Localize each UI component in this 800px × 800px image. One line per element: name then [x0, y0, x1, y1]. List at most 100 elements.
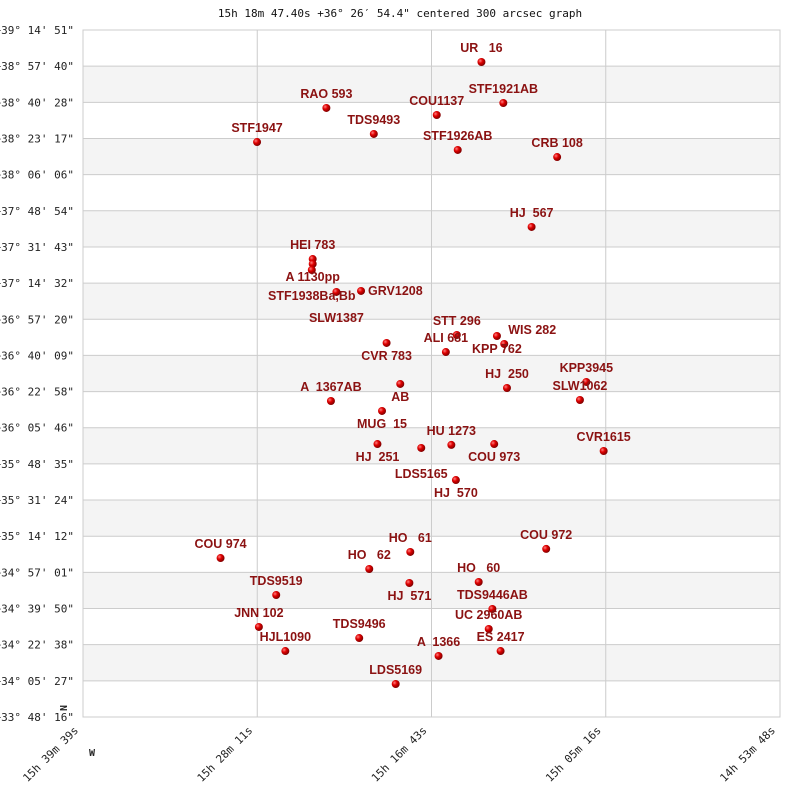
star-marker[interactable]: [322, 103, 331, 112]
star-label: AB: [391, 390, 409, 404]
star-label: A 1130pp: [285, 270, 340, 284]
star-marker[interactable]: [365, 565, 374, 574]
y-tick-label: +33° 48' 16": [0, 711, 74, 724]
star-marker[interactable]: [477, 57, 486, 66]
star-label: JNN 102: [234, 606, 283, 620]
west-label: W: [89, 748, 96, 759]
star-marker[interactable]: [382, 338, 391, 347]
star-label: COU 972: [520, 528, 572, 542]
star-marker[interactable]: [357, 286, 366, 295]
star-label: CVR1615: [577, 430, 631, 444]
x-tick-label: 15h 28m 11s: [195, 724, 256, 785]
star-marker[interactable]: [553, 153, 562, 162]
star-label: STF1938Ba,Bb: [268, 289, 356, 303]
star-label: SLW1062: [552, 379, 607, 393]
star-marker[interactable]: [441, 348, 450, 357]
star-marker[interactable]: [373, 440, 382, 449]
star-label: STT 296: [433, 314, 481, 328]
star-marker[interactable]: [216, 554, 225, 563]
star-label: HO 60: [457, 561, 500, 575]
y-tick-label: +37° 48' 54": [0, 205, 74, 218]
star-label: HU 1273: [427, 424, 476, 438]
star-marker[interactable]: [396, 379, 405, 388]
star-marker[interactable]: [452, 331, 461, 340]
star-marker[interactable]: [369, 129, 378, 138]
star-marker[interactable]: [453, 145, 462, 154]
star-label: CVR 783: [361, 349, 412, 363]
star-label: SLW1387: [309, 311, 364, 325]
star-label: LDS5165: [395, 467, 448, 481]
star-marker[interactable]: [499, 99, 508, 108]
star-marker[interactable]: [432, 111, 441, 120]
star-marker[interactable]: [492, 332, 501, 341]
star-marker[interactable]: [599, 446, 608, 455]
x-tick-label: 15h 16m 43s: [369, 724, 430, 785]
y-tick-label: +37° 14' 32": [0, 277, 74, 290]
star-marker[interactable]: [474, 578, 483, 587]
y-tick-label: +34° 22' 38": [0, 639, 74, 652]
star-marker[interactable]: [332, 287, 341, 296]
star-label: HO 61: [389, 531, 432, 545]
star-marker[interactable]: [484, 624, 493, 633]
y-tick-label: +36° 22' 58": [0, 386, 74, 399]
y-tick-label: +35° 31' 24": [0, 494, 74, 507]
star-marker[interactable]: [434, 651, 443, 660]
star-marker[interactable]: [451, 476, 460, 485]
star-marker[interactable]: [406, 547, 415, 556]
star-marker[interactable]: [496, 647, 505, 656]
star-marker[interactable]: [488, 605, 497, 614]
star-marker[interactable]: [308, 259, 317, 268]
star-marker[interactable]: [307, 265, 316, 274]
y-tick-label: +38° 23' 17": [0, 132, 74, 145]
star-label: CRB 108: [531, 136, 582, 150]
star-label: COU1137: [409, 94, 464, 108]
y-tick-label: +35° 14' 12": [0, 530, 74, 543]
star-marker[interactable]: [582, 377, 591, 386]
star-label: STF1921AB: [469, 82, 538, 96]
star-label: COU 973: [468, 450, 520, 464]
star-marker[interactable]: [542, 544, 551, 553]
star-label: HJ 567: [510, 206, 554, 220]
star-marker[interactable]: [405, 579, 414, 588]
star-markers: [216, 57, 608, 688]
star-marker[interactable]: [391, 679, 400, 688]
y-tick-label: +36° 05' 46": [0, 422, 74, 435]
north-label: N: [57, 705, 68, 711]
star-marker[interactable]: [378, 406, 387, 415]
star-marker[interactable]: [490, 440, 499, 449]
y-tick-label: +36° 40' 09": [0, 349, 74, 362]
y-tick-label: +38° 06' 06": [0, 169, 74, 182]
star-label: TDS9496: [333, 617, 386, 631]
x-tick-label: 14h 53m 48s: [717, 724, 778, 785]
star-marker[interactable]: [417, 443, 426, 452]
y-tick-label: +38° 40' 28": [0, 96, 74, 109]
star-marker[interactable]: [355, 634, 364, 643]
star-marker[interactable]: [281, 647, 290, 656]
star-marker[interactable]: [575, 396, 584, 405]
star-label: HO 62: [348, 548, 391, 562]
star-labels: UR 16 STF1921AB COU1137 RAO 593 TDS9493 STF19…: [195, 41, 631, 677]
star-label: HJ 251: [356, 450, 400, 464]
star-marker[interactable]: [326, 397, 335, 406]
star-label: HJ 571: [387, 589, 431, 603]
star-label: GRV1208: [368, 284, 423, 298]
y-tick-label: +35° 48' 35": [0, 458, 74, 471]
star-label: LDS5169: [369, 663, 422, 677]
star-marker[interactable]: [527, 222, 536, 231]
star-label: HJ 250: [485, 367, 529, 381]
star-label: ALI 681: [424, 331, 469, 345]
star-marker[interactable]: [272, 591, 281, 600]
y-tick-label: +34° 39' 50": [0, 603, 74, 616]
star-marker[interactable]: [447, 440, 456, 449]
y-tick-label: +34° 05' 27": [0, 675, 74, 688]
star-marker[interactable]: [254, 622, 263, 631]
star-label: KPP 762: [472, 342, 522, 356]
y-tick-label: +39° 14' 51": [0, 24, 74, 37]
star-label: STF1947: [231, 121, 282, 135]
star-marker[interactable]: [253, 138, 262, 147]
star-marker[interactable]: [502, 384, 511, 393]
star-label: A 1367AB: [300, 380, 361, 394]
star-label: ES 2417: [477, 630, 525, 644]
star-marker[interactable]: [500, 339, 509, 348]
